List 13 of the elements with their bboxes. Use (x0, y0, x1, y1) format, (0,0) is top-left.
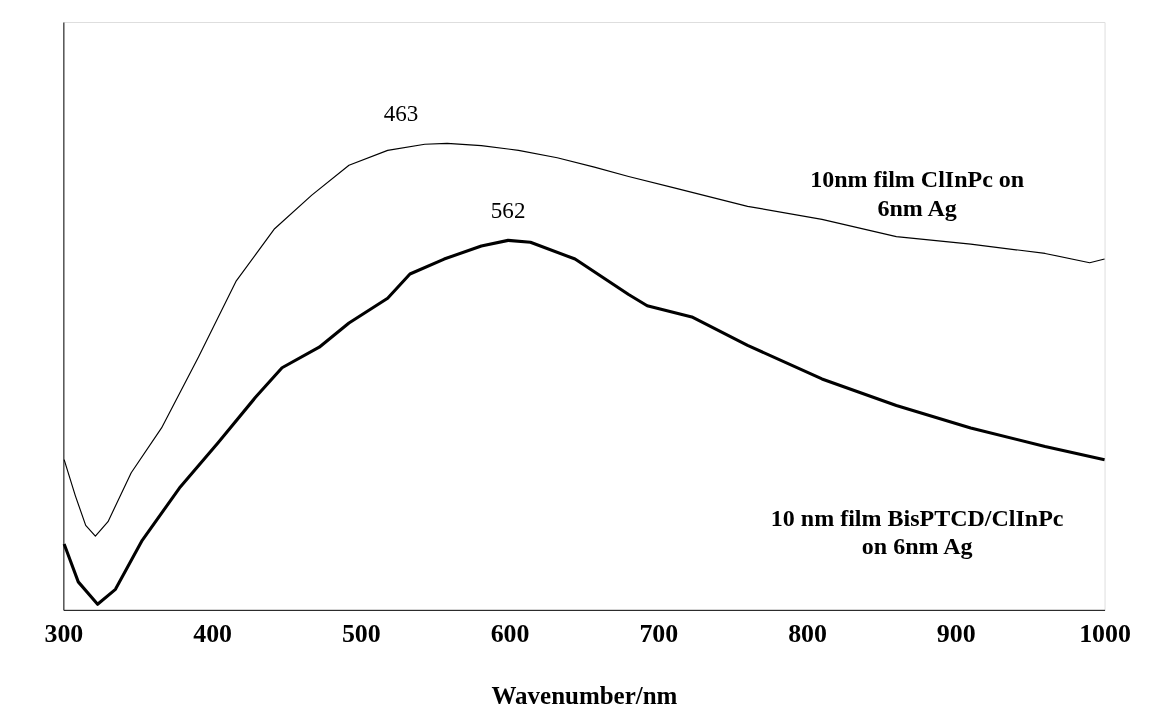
series-label: 10nm film ClInPc on 6nm Ag (810, 166, 1025, 222)
x-axis-title: Wavenumber/nm (491, 681, 678, 709)
text: 10 nm film BisPTCD/ClInPc on 6nm Ag (770, 504, 1064, 560)
x-tick-label: 500 (341, 619, 381, 649)
x-tick-label: 700 (639, 619, 679, 649)
x-tick-label: 300 (44, 619, 84, 649)
annotation: 562 (490, 197, 526, 224)
x-tick-label: 800 (788, 619, 828, 649)
annotation: 463 (383, 100, 419, 127)
x-tick-label: 900 (936, 619, 976, 649)
x-tick-label: 600 (490, 619, 530, 649)
x-tick-label: 400 (193, 619, 233, 649)
x-tick-label: 1000 (1079, 619, 1131, 649)
